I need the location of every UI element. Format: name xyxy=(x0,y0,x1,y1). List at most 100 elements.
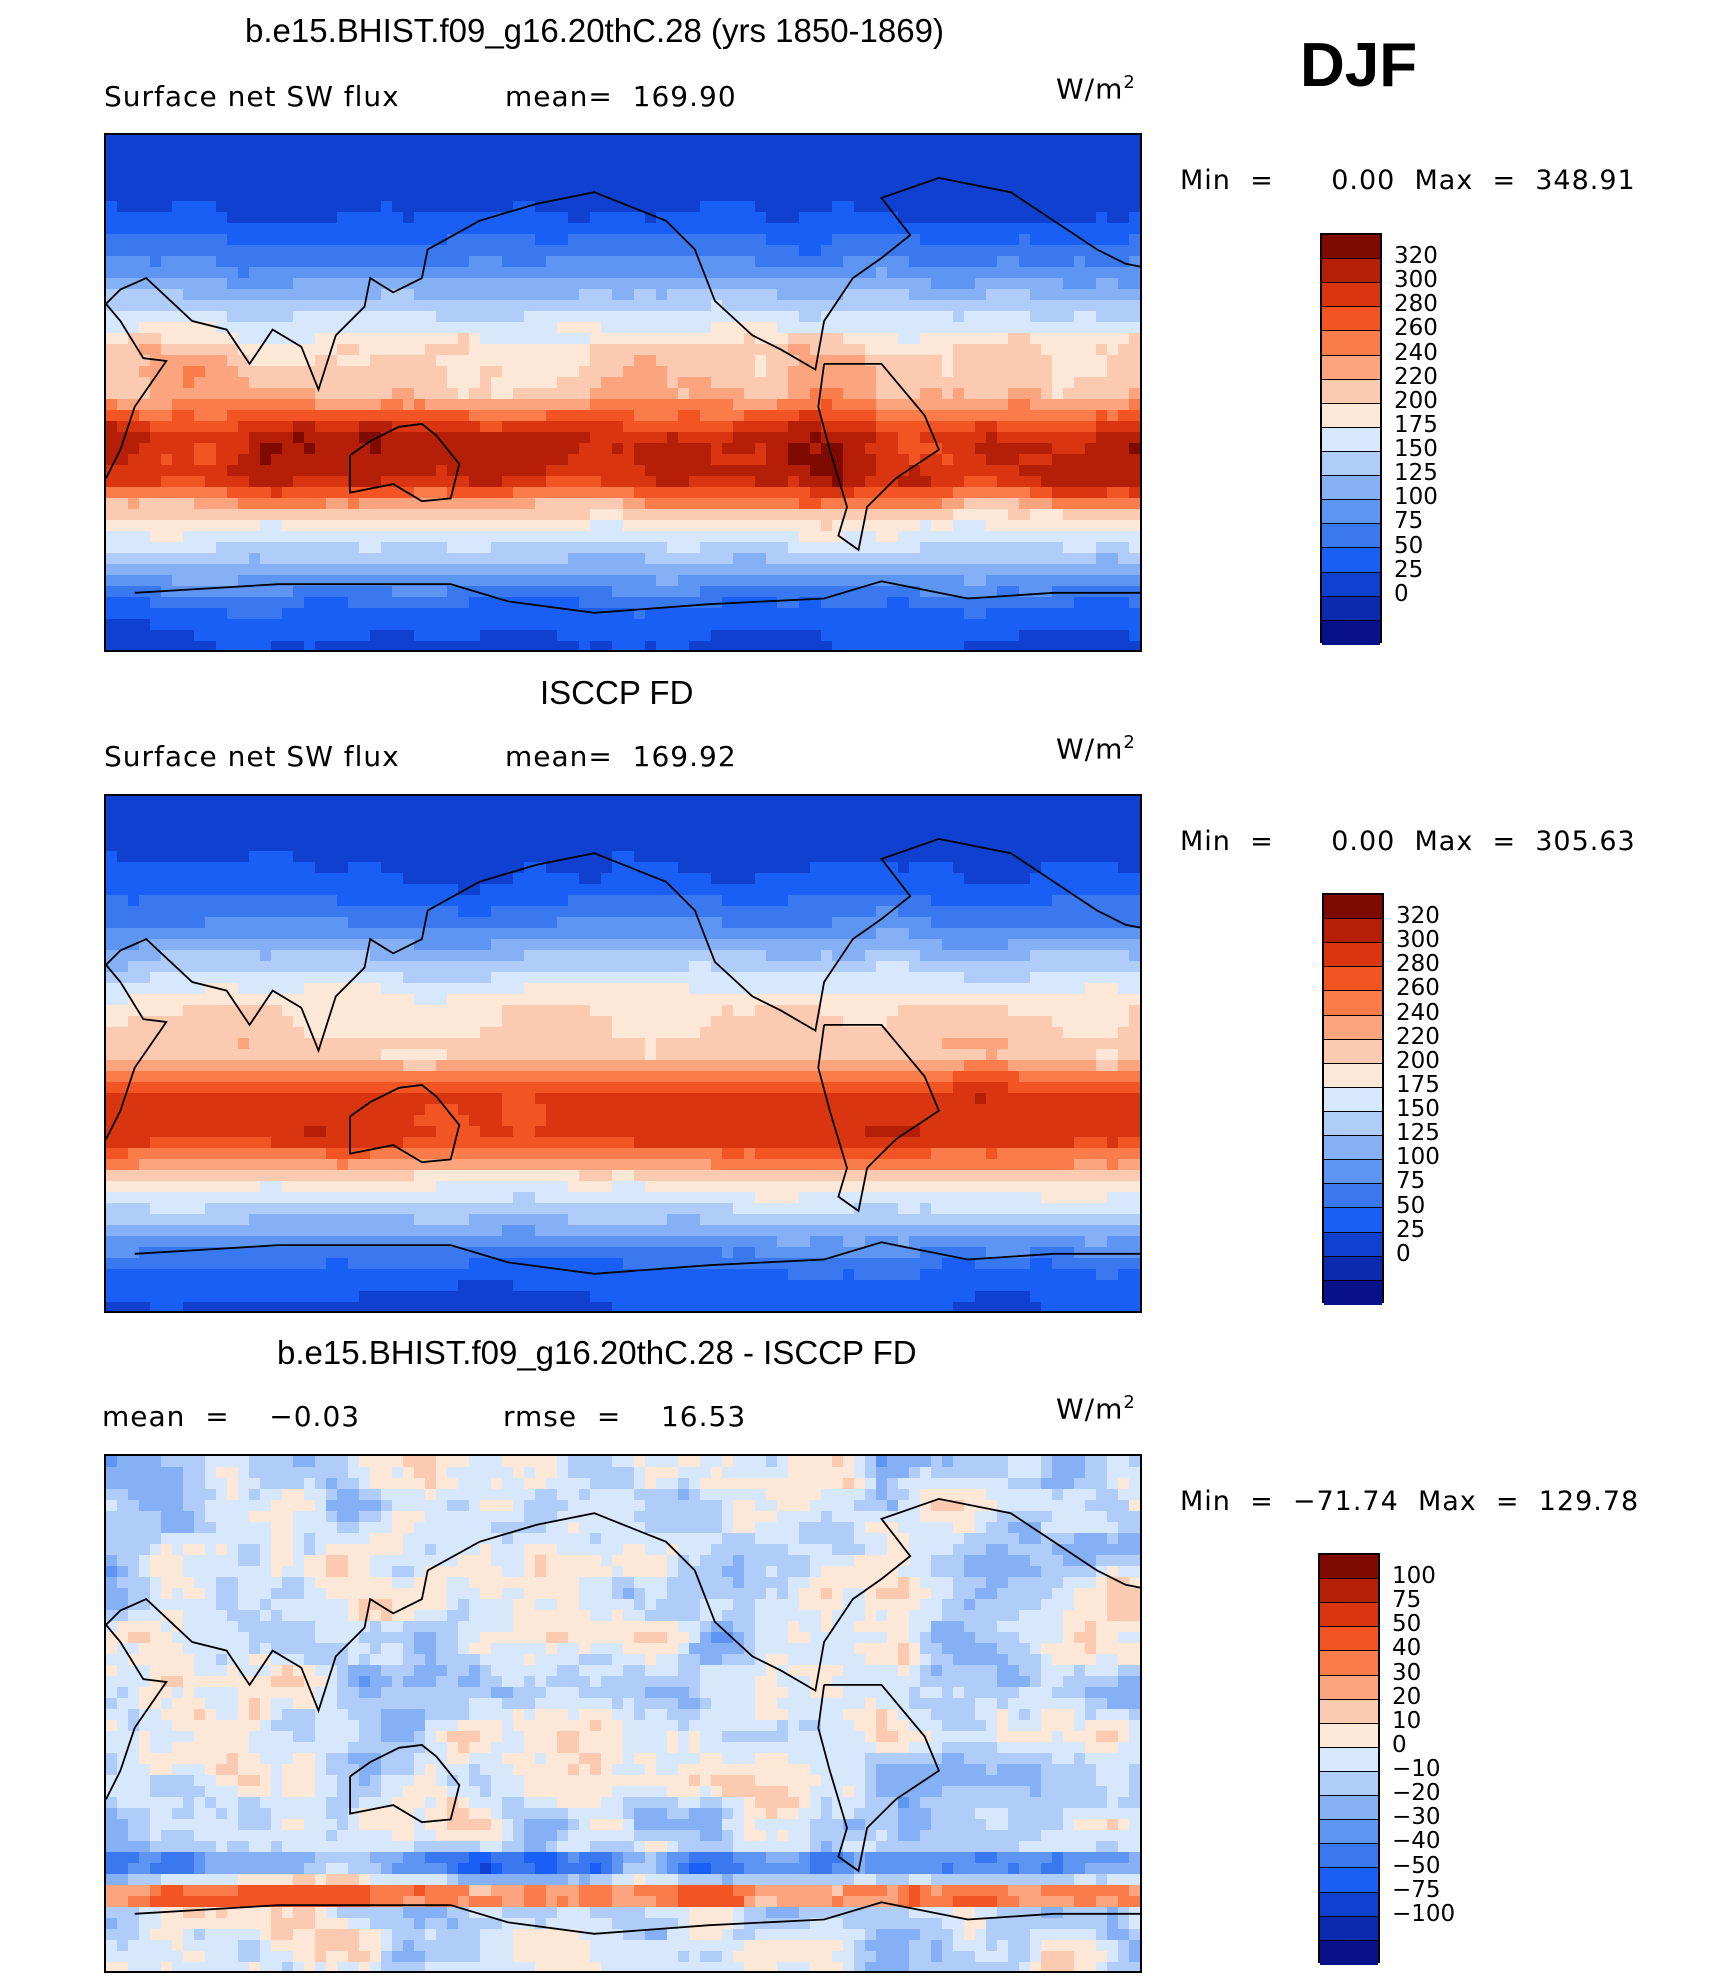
field-cell xyxy=(469,597,481,609)
field-cell xyxy=(865,553,877,565)
field-cell xyxy=(480,421,492,433)
field-cell xyxy=(128,465,140,477)
field-cell xyxy=(304,796,316,808)
field-cell xyxy=(139,201,151,213)
field-cell xyxy=(601,366,613,378)
field-cell xyxy=(667,586,679,598)
field-cell xyxy=(260,840,272,852)
field-cell xyxy=(1074,135,1086,147)
field-cell xyxy=(535,278,547,290)
field-cell xyxy=(700,564,712,576)
field-cell xyxy=(590,487,602,499)
field-cell xyxy=(293,608,305,620)
field-cell xyxy=(689,366,701,378)
field-cell xyxy=(832,498,844,510)
field-cell xyxy=(381,344,393,356)
field-cell xyxy=(744,575,756,587)
field-cell xyxy=(1008,201,1020,213)
field-cell xyxy=(810,829,822,841)
field-cell xyxy=(1129,289,1140,301)
field-cell xyxy=(1030,201,1042,213)
field-cell xyxy=(942,487,954,499)
field-cell xyxy=(722,542,734,554)
field-cell xyxy=(216,146,228,158)
field-cell xyxy=(205,366,217,378)
field-cell xyxy=(260,201,272,213)
field-cell xyxy=(854,311,866,323)
field-cell xyxy=(249,223,261,235)
field-cell xyxy=(986,146,998,158)
field-cell xyxy=(359,641,371,650)
field-cell xyxy=(788,223,800,235)
field-cell xyxy=(942,355,954,367)
field-cell xyxy=(1118,135,1130,147)
field-cell xyxy=(315,410,327,422)
field-cell xyxy=(799,201,811,213)
field-cell xyxy=(920,542,932,554)
field-cell xyxy=(986,432,998,444)
field-cell xyxy=(678,509,690,521)
field-cell xyxy=(931,454,943,466)
field-cell xyxy=(304,212,316,224)
field-cell xyxy=(854,245,866,257)
field-cell xyxy=(964,245,976,257)
field-cell xyxy=(700,807,712,819)
field-cell xyxy=(612,146,624,158)
field-cell xyxy=(535,443,547,455)
field-cell xyxy=(1052,410,1064,422)
field-cell xyxy=(832,366,844,378)
field-cell xyxy=(491,465,503,477)
field-cell xyxy=(436,157,448,169)
field-cell xyxy=(799,212,811,224)
field-cell xyxy=(304,168,316,180)
field-cell xyxy=(403,608,415,620)
panel2-map xyxy=(104,794,1142,1313)
field-cell xyxy=(458,829,470,841)
field-cell xyxy=(964,267,976,279)
field-cell xyxy=(1063,421,1075,433)
field-cell xyxy=(755,344,767,356)
field-cell xyxy=(909,476,921,488)
field-cell xyxy=(480,851,492,863)
field-cell xyxy=(854,223,866,235)
field-cell xyxy=(337,278,349,290)
field-cell xyxy=(436,476,448,488)
panel1-colorbar xyxy=(1320,233,1382,645)
field-cell xyxy=(1008,476,1020,488)
field-cell xyxy=(315,146,327,158)
field-cell xyxy=(183,135,195,147)
field-cell xyxy=(667,157,679,169)
field-cell xyxy=(139,366,151,378)
field-cell xyxy=(1030,377,1042,389)
field-cell xyxy=(821,212,833,224)
field-cell xyxy=(667,542,679,554)
field-cell xyxy=(854,630,866,642)
field-cell xyxy=(524,818,536,830)
colorbar-swatch xyxy=(1322,235,1380,260)
field-cell xyxy=(1107,355,1119,367)
field-cell xyxy=(953,245,965,257)
field-cell xyxy=(271,267,283,279)
field-cell xyxy=(293,410,305,422)
field-cell xyxy=(282,168,294,180)
field-cell xyxy=(986,840,998,852)
field-cell xyxy=(931,146,943,158)
field-cell xyxy=(722,421,734,433)
field-cell xyxy=(172,212,184,224)
field-cell xyxy=(447,476,459,488)
field-cell xyxy=(546,443,558,455)
field-cell xyxy=(227,201,239,213)
field-cell xyxy=(183,564,195,576)
field-cell xyxy=(953,399,965,411)
field-cell xyxy=(513,168,525,180)
field-cell xyxy=(370,267,382,279)
field-cell xyxy=(227,630,239,642)
field-cell xyxy=(667,223,679,235)
field-cell xyxy=(535,366,547,378)
field-cell xyxy=(348,586,360,598)
field-cell xyxy=(799,432,811,444)
field-cell xyxy=(865,399,877,411)
field-cell xyxy=(139,829,151,841)
field-cell xyxy=(601,344,613,356)
field-cell xyxy=(161,597,173,609)
